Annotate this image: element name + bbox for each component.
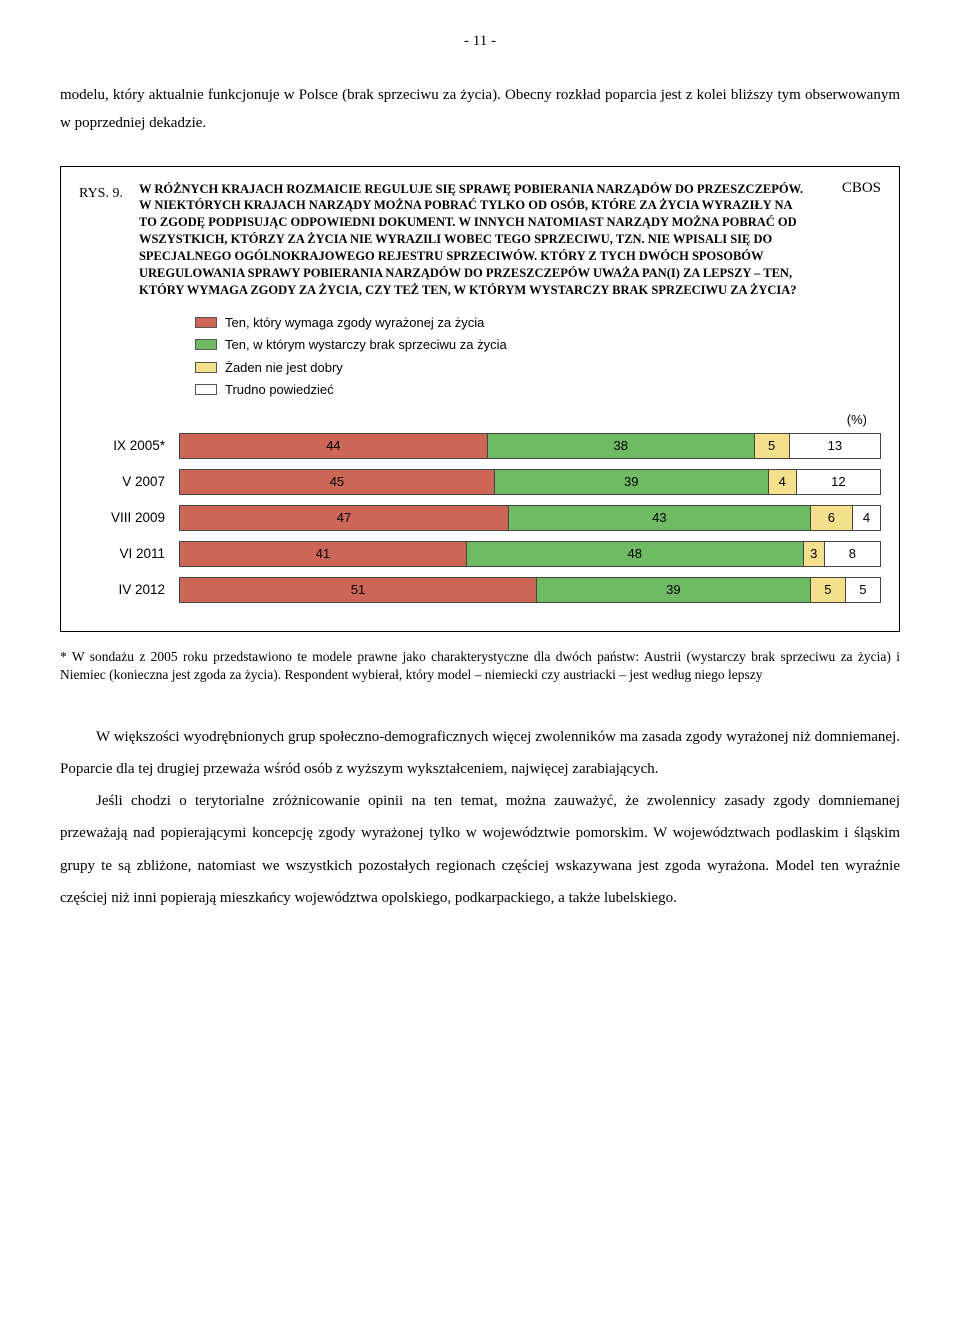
row-label: IX 2005*: [79, 436, 179, 456]
bar-segment: 8: [825, 541, 881, 567]
bar-segment: 12: [797, 469, 881, 495]
bar-segment: 4: [853, 505, 881, 531]
body-paragraph-2: Jeśli chodzi o terytorialne zróżnicowani…: [60, 785, 900, 914]
bar-container: 4539412: [179, 469, 881, 495]
question-text: W RÓŻNYCH KRAJACH ROZMAICIE REGULUJE SIĘ…: [139, 181, 881, 299]
bar-segment: 43: [509, 505, 811, 531]
row-label: VI 2011: [79, 544, 179, 564]
bar-segment: 6: [811, 505, 853, 531]
bar-segment: 47: [179, 505, 509, 531]
row-label: IV 2012: [79, 580, 179, 600]
legend-label: Ten, w którym wystarczy brak sprzeciwu z…: [225, 335, 507, 355]
legend-item: Trudno powiedzieć: [195, 380, 881, 400]
body-paragraph-1: W większości wyodrębnionych grup społecz…: [60, 721, 900, 786]
bar-segment: 48: [467, 541, 804, 567]
bar-segment: 51: [179, 577, 537, 603]
intro-paragraph: modelu, który aktualnie funkcjonuje w Po…: [60, 81, 900, 138]
legend-swatch: [195, 384, 217, 395]
legend-swatch: [195, 362, 217, 373]
bar-container: 513955: [179, 577, 881, 603]
stacked-bar-chart: IX 2005*4438513V 20074539412VIII 2009474…: [79, 433, 881, 603]
legend-item: Ten, w którym wystarczy brak sprzeciwu z…: [195, 335, 881, 355]
bar-segment: 4: [769, 469, 797, 495]
row-label: VIII 2009: [79, 508, 179, 528]
legend-swatch: [195, 339, 217, 350]
legend-label: Trudno powiedzieć: [225, 380, 334, 400]
legend-item: Żaden nie jest dobry: [195, 358, 881, 378]
row-label: V 2007: [79, 472, 179, 492]
bar-segment: 5: [846, 577, 881, 603]
legend-swatch: [195, 317, 217, 328]
bar-container: 4438513: [179, 433, 881, 459]
bar-segment: 13: [790, 433, 881, 459]
chart-row: VIII 2009474364: [79, 505, 881, 531]
bar-container: 414838: [179, 541, 881, 567]
page-number: - 11 -: [60, 30, 900, 53]
bar-segment: 39: [537, 577, 811, 603]
bar-segment: 44: [179, 433, 488, 459]
bar-segment: 3: [804, 541, 825, 567]
percent-label: (%): [79, 410, 867, 430]
bar-segment: 38: [488, 433, 755, 459]
cbos-label: CBOS: [842, 177, 881, 200]
rys-label: RYS. 9.: [79, 181, 123, 204]
chart-row: VI 2011414838: [79, 541, 881, 567]
bar-segment: 39: [495, 469, 769, 495]
bar-segment: 45: [179, 469, 495, 495]
bar-segment: 5: [811, 577, 846, 603]
bar-segment: 5: [755, 433, 790, 459]
bar-segment: 41: [179, 541, 467, 567]
figure-box: CBOS RYS. 9. W RÓŻNYCH KRAJACH ROZMAICIE…: [60, 166, 900, 633]
legend: Ten, który wymaga zgody wyrażonej za życ…: [195, 313, 881, 400]
chart-row: IX 2005*4438513: [79, 433, 881, 459]
chart-row: IV 2012513955: [79, 577, 881, 603]
chart-row: V 20074539412: [79, 469, 881, 495]
bar-container: 474364: [179, 505, 881, 531]
legend-label: Ten, który wymaga zgody wyrażonej za życ…: [225, 313, 484, 333]
figure-header: RYS. 9. W RÓŻNYCH KRAJACH ROZMAICIE REGU…: [79, 181, 881, 299]
legend-item: Ten, który wymaga zgody wyrażonej za życ…: [195, 313, 881, 333]
legend-label: Żaden nie jest dobry: [225, 358, 343, 378]
footnote: * W sondażu z 2005 roku przedstawiono te…: [60, 648, 900, 684]
